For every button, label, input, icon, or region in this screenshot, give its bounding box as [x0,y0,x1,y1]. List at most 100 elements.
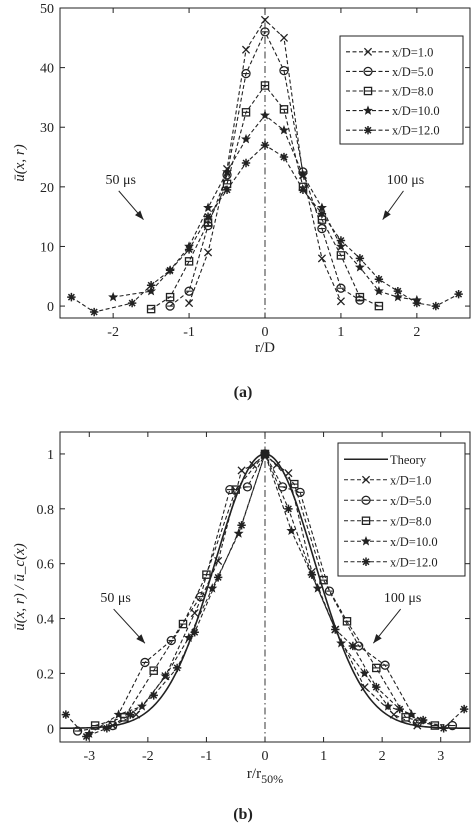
data-point [160,670,171,681]
y-tick-label: 1 [47,448,54,463]
panel-label: (a) [234,384,253,401]
annotation-label: 100 μs [384,591,421,606]
data-point [89,307,99,317]
x-tick-label: -3 [83,749,95,764]
legend-entry: x/D=1.0 [344,473,431,487]
legend-label: x/D=10.0 [390,535,438,549]
data-point [372,663,381,673]
data-point [395,704,404,714]
data-point [165,301,175,311]
data-point [380,660,390,670]
data-point [393,286,403,296]
data-point [203,202,214,212]
data-point [241,68,251,79]
data-point [336,251,346,260]
x-tick-label: 2 [379,749,386,764]
series-line [71,144,459,313]
legend-marker [361,516,371,526]
legend-marker [361,495,371,505]
data-point [260,27,270,37]
data-point [373,285,384,296]
data-point [324,586,335,596]
data-point [279,33,289,42]
data-point [241,133,251,144]
x-tick-label: 3 [437,749,444,764]
y-tick-label: 0 [47,300,54,315]
data-point [342,617,352,626]
data-point [203,248,213,257]
data-point [260,110,270,120]
data-point [389,710,398,719]
data-point [184,245,194,254]
data-point [336,236,346,245]
y-axis-title: ū(x, r) / ū_c(x) [12,543,28,630]
legend-label: Theory [390,453,427,467]
data-point [190,609,199,618]
legend-marker [363,47,373,56]
data-point [348,641,358,651]
data-point [277,482,288,492]
data-point [140,657,150,668]
data-point [126,710,135,719]
data-point [317,209,327,218]
series-line [113,114,417,301]
data-point [241,158,251,168]
series-x-d-5-0 [165,27,365,311]
data-point [383,701,393,711]
data-point [260,140,270,150]
y-tick-label: 0 [47,722,54,737]
data-point [354,262,365,272]
data-point [90,721,100,730]
data-point [185,299,194,308]
data-point [336,638,347,648]
data-point [297,169,308,180]
legend-entry: x/D=8.0 [346,85,433,99]
data-point [459,704,469,714]
legend-label: x/D=10.0 [392,104,440,118]
data-point [307,570,317,579]
data-point [113,709,124,719]
y-tick-label: 0.8 [37,503,55,518]
x-tick-label: -2 [142,749,154,764]
data-point [331,625,340,634]
legend-label: x/D=12.0 [390,555,438,569]
legend-marker [363,126,373,135]
legend-marker [363,66,373,77]
data-point [165,292,175,302]
data-point [295,487,305,498]
data-point [279,65,289,76]
legend-label: x/D=12.0 [392,124,440,138]
data-point [374,275,384,284]
data-point [241,108,251,117]
x-tick-label: -1 [183,325,195,340]
data-point [237,521,246,530]
legend-entry: x/D=10.0 [346,104,440,118]
legend-entry: x/D=1.0 [346,45,433,59]
legend-label: x/D=8.0 [390,514,431,528]
legend-marker [363,86,373,96]
x-axis-title: r/r50% [247,766,283,786]
y-tick-label: 0.4 [37,613,55,628]
data-point [319,575,328,585]
legend-label: x/D=1.0 [390,473,431,487]
panel-label: (b) [233,806,253,823]
legend-entry: x/D=10.0 [344,535,438,549]
data-point [184,286,194,296]
data-point [183,632,194,642]
series-x-d-12-0 [61,449,469,741]
data-point [172,663,182,673]
data-point [82,732,91,741]
data-point [231,485,240,494]
data-point [317,223,327,234]
annotation-label: 50 μs [100,591,130,606]
data-point [279,152,289,162]
data-point [184,257,194,266]
data-point [149,691,158,700]
legend-entry: Theory [344,453,427,467]
x-tick-label: -1 [201,749,213,764]
legend: x/D=1.0 x/D=5.0 x/D=8.0 x/D=10.0 x/D=12.0 [339,35,464,145]
x-tick-label: 0 [262,325,269,340]
legend: Theory x/D=1.0 x/D=5.0 x/D=8.0 x/D=10.0 x/D=1… [337,442,466,577]
annotation-arrow [113,608,146,644]
